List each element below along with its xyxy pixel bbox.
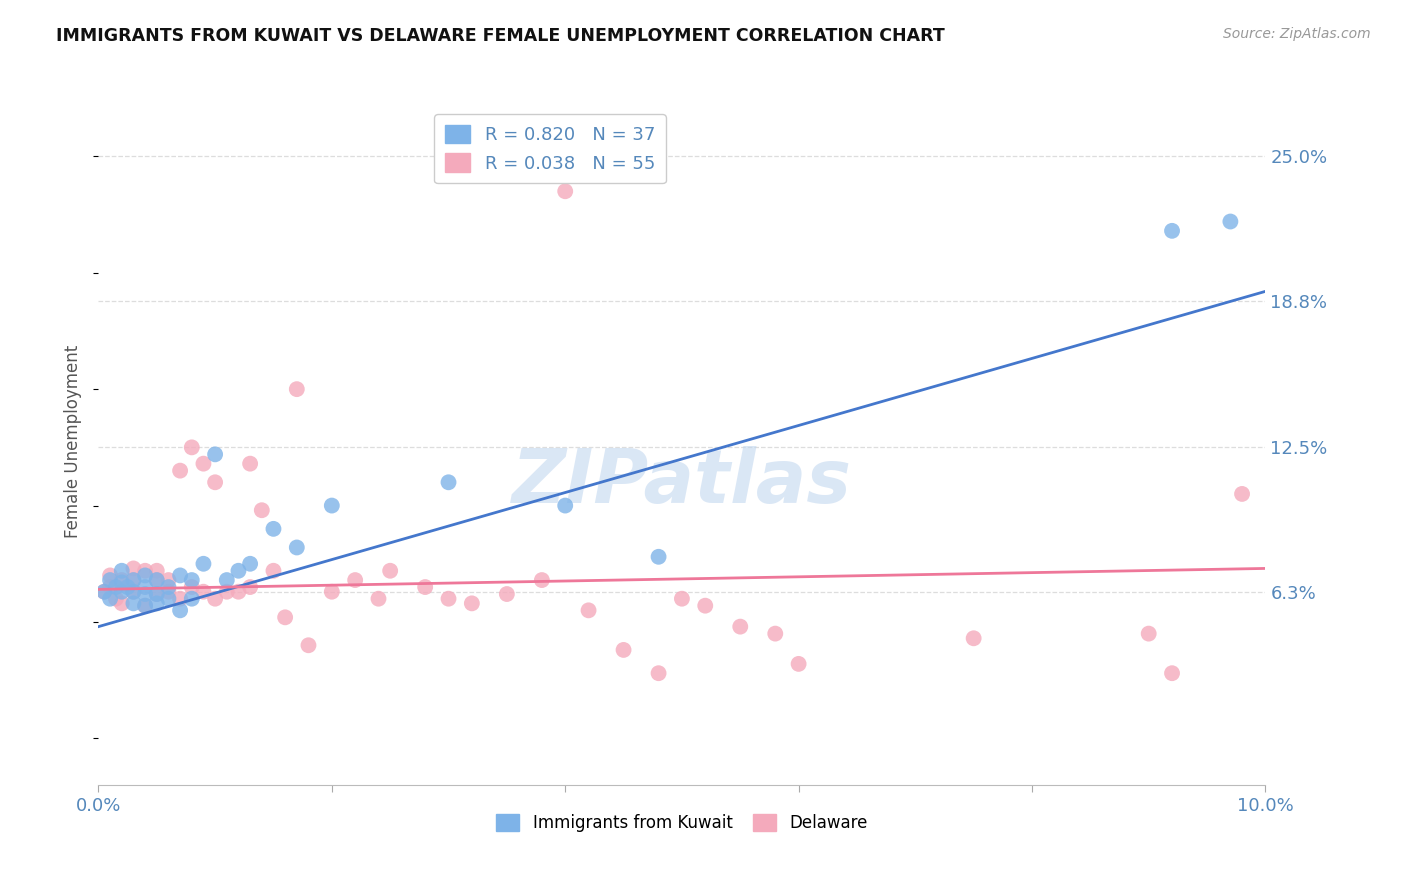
Point	[262, 564, 284, 578]
Point	[612, 643, 634, 657]
Point	[193, 584, 215, 599]
Text: ZIPatlas: ZIPatlas	[512, 446, 852, 519]
Point	[146, 573, 169, 587]
Point	[413, 580, 436, 594]
Point	[239, 557, 262, 571]
Point	[122, 561, 145, 575]
Point	[250, 503, 273, 517]
Point	[146, 596, 169, 610]
Point	[157, 591, 180, 606]
Point	[104, 580, 127, 594]
Point	[496, 587, 519, 601]
Point	[530, 573, 553, 587]
Point	[93, 584, 115, 599]
Point	[180, 441, 202, 455]
Point	[962, 632, 984, 646]
Point	[344, 573, 367, 587]
Point	[111, 584, 134, 599]
Point	[204, 447, 226, 461]
Point	[285, 541, 308, 555]
Point	[157, 573, 180, 587]
Point	[239, 457, 262, 471]
Point	[1161, 224, 1184, 238]
Point	[239, 580, 262, 594]
Point	[134, 599, 156, 613]
Point	[169, 464, 191, 478]
Point	[122, 584, 145, 599]
Point	[169, 568, 191, 582]
Point	[157, 584, 180, 599]
Point	[461, 596, 484, 610]
Point	[117, 580, 139, 594]
Point	[98, 591, 121, 606]
Point	[98, 580, 121, 594]
Point	[104, 591, 127, 606]
Point	[262, 522, 284, 536]
Point	[98, 568, 121, 582]
Point	[1137, 626, 1160, 640]
Point	[180, 591, 202, 606]
Point	[193, 557, 215, 571]
Point	[554, 184, 576, 198]
Point	[367, 591, 389, 606]
Point	[122, 573, 145, 587]
Point	[647, 666, 669, 681]
Point	[554, 499, 576, 513]
Point	[297, 638, 319, 652]
Point	[321, 499, 343, 513]
Legend: Immigrants from Kuwait, Delaware: Immigrants from Kuwait, Delaware	[489, 807, 875, 838]
Point	[215, 573, 238, 587]
Point	[169, 591, 191, 606]
Point	[111, 596, 134, 610]
Point	[98, 573, 121, 587]
Point	[763, 626, 786, 640]
Point	[169, 603, 191, 617]
Point	[134, 568, 156, 582]
Point	[146, 564, 169, 578]
Point	[157, 580, 180, 594]
Point	[321, 584, 343, 599]
Point	[134, 587, 156, 601]
Point	[730, 620, 752, 634]
Point	[111, 575, 134, 590]
Point	[146, 587, 169, 601]
Point	[111, 573, 134, 587]
Point	[111, 564, 134, 578]
Point	[437, 591, 460, 606]
Point	[437, 475, 460, 490]
Point	[695, 599, 717, 613]
Point	[193, 457, 215, 471]
Text: Source: ZipAtlas.com: Source: ZipAtlas.com	[1223, 27, 1371, 41]
Y-axis label: Female Unemployment: Female Unemployment	[65, 345, 83, 538]
Point	[134, 580, 156, 594]
Point	[1161, 666, 1184, 681]
Point	[146, 587, 169, 601]
Point	[228, 564, 250, 578]
Point	[134, 564, 156, 578]
Point	[146, 573, 169, 587]
Point	[204, 591, 226, 606]
Text: IMMIGRANTS FROM KUWAIT VS DELAWARE FEMALE UNEMPLOYMENT CORRELATION CHART: IMMIGRANTS FROM KUWAIT VS DELAWARE FEMAL…	[56, 27, 945, 45]
Point	[285, 382, 308, 396]
Point	[122, 596, 145, 610]
Point	[380, 564, 402, 578]
Point	[274, 610, 297, 624]
Point	[647, 549, 669, 564]
Point	[787, 657, 810, 671]
Point	[578, 603, 600, 617]
Point	[1230, 487, 1253, 501]
Point	[215, 584, 238, 599]
Point	[228, 584, 250, 599]
Point	[180, 573, 202, 587]
Point	[204, 475, 226, 490]
Point	[180, 580, 202, 594]
Point	[1219, 214, 1241, 228]
Point	[122, 573, 145, 587]
Point	[134, 599, 156, 613]
Point	[93, 584, 115, 599]
Point	[122, 584, 145, 599]
Point	[671, 591, 693, 606]
